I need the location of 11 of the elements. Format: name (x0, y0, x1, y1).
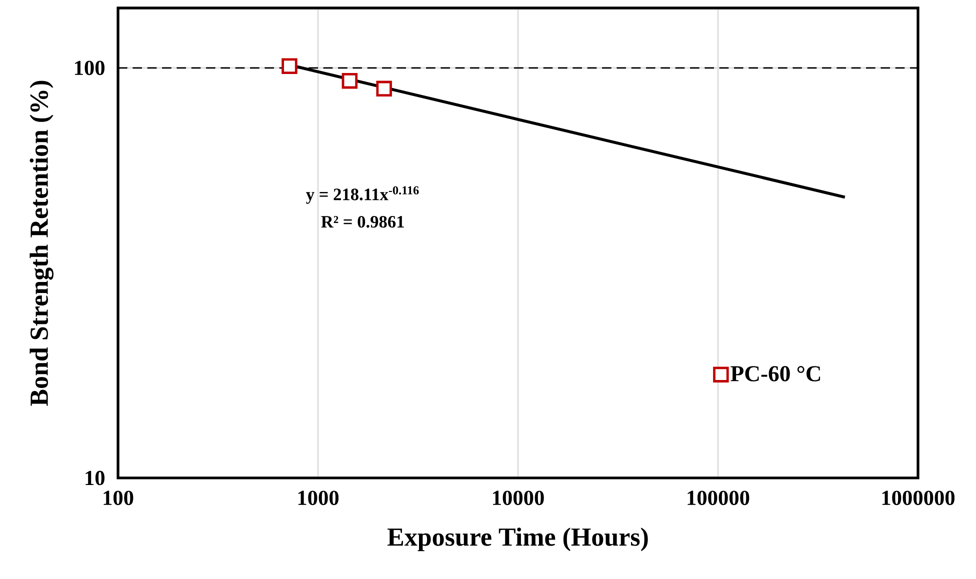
y-tick-label: 10 (86, 470, 104, 486)
x-tick-label: 10000 (493, 490, 544, 506)
x-tick-label: 1000 (298, 490, 339, 506)
annotation: R² = 0.9861 (321, 216, 404, 228)
x-tick-label: 1000000 (882, 490, 955, 506)
legend-label: PC-60 °C (730, 366, 820, 382)
annotation: y = 218.11x$^{-0.116}$ (306, 186, 419, 204)
y-axis-title: Bond Strength Retention (%) (30, 80, 54, 406)
x-axis-title: Exposure Time (Hours) (387, 528, 648, 552)
x-tick-label: 100000 (688, 490, 750, 506)
x-tick-label: 100 (104, 490, 134, 506)
